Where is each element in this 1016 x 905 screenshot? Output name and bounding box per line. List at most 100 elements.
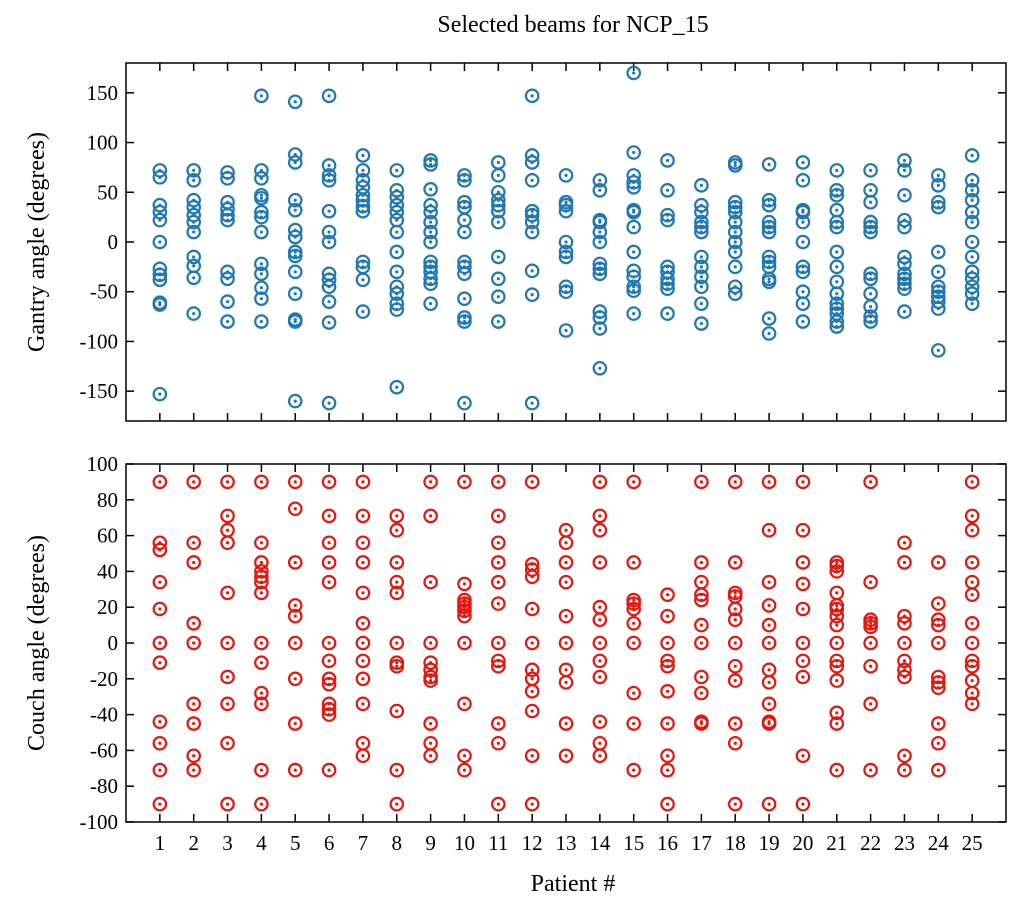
couch-point-dot — [767, 480, 771, 484]
gantry-point-ring — [287, 202, 303, 218]
gantry-data-point — [389, 224, 405, 240]
gantry-point-ring — [761, 197, 777, 213]
couch-data-point — [389, 703, 405, 719]
couch-point-ring — [254, 796, 269, 812]
couch-point-dot — [327, 560, 331, 565]
couch-point-dot — [632, 560, 636, 565]
gantry-point-dot — [530, 401, 534, 405]
gantry-data-point — [186, 173, 201, 188]
gantry-point-dot — [429, 282, 433, 286]
gantry-data-point — [254, 314, 269, 329]
gantry-point-dot — [902, 168, 907, 172]
couch-point-dot — [259, 768, 263, 772]
couch-point-dot — [936, 686, 940, 690]
couch-point-dot — [598, 659, 602, 663]
gantry-point-ring — [524, 395, 540, 411]
couch-point-dot — [733, 802, 737, 806]
couch-point-ring — [491, 555, 506, 570]
couch-point-ring — [727, 735, 743, 751]
gantry-data-point — [321, 203, 337, 219]
couch-point-ring — [389, 574, 405, 590]
couch-point-dot — [192, 541, 196, 545]
couch-data-point — [423, 635, 438, 651]
couch-data-point — [355, 555, 371, 570]
gantry-data-point — [287, 286, 303, 302]
gantry-data-point — [355, 148, 371, 163]
couch-point-dot — [733, 618, 737, 622]
couch-point-ring — [457, 608, 472, 624]
gantry-point-ring — [897, 153, 912, 168]
gantry-data-point — [931, 244, 946, 260]
gantry-point-dot — [598, 230, 602, 234]
gantry-point-ring — [457, 173, 472, 188]
gantry-point-ring — [592, 234, 608, 250]
gantry-point-dot — [530, 160, 534, 165]
gantry-point-ring — [524, 263, 540, 279]
couch-point-dot — [598, 528, 602, 532]
couch-y-tick-label: -60 — [90, 738, 118, 762]
couch-data-point — [287, 501, 303, 517]
couch-data-point — [626, 716, 641, 731]
gantry-point-dot — [293, 319, 297, 324]
couch-point-dot — [767, 721, 771, 726]
gantry-point-ring — [964, 296, 980, 311]
gantry-data-point — [457, 291, 472, 306]
gantry-data-point — [897, 187, 912, 203]
gantry-point-ring — [592, 214, 608, 230]
gantry-data-point — [863, 182, 878, 198]
gantry-point-ring — [152, 212, 168, 228]
couch-point-ring — [727, 716, 743, 731]
couch-data-point — [287, 762, 303, 778]
couch-x-tick-label: 3 — [222, 831, 233, 855]
couch-point-ring — [626, 555, 641, 570]
gantry-point-ring — [727, 286, 743, 302]
couch-point-ring — [931, 762, 946, 778]
couch-data-point — [931, 680, 946, 696]
gantry-data-point — [558, 249, 574, 265]
gantry-point-dot — [835, 208, 839, 212]
couch-data-point — [626, 685, 641, 701]
gantry-point-dot — [598, 366, 602, 370]
gantry-point-dot — [462, 401, 467, 405]
couch-point-dot — [361, 659, 365, 663]
couch-point-ring — [491, 508, 506, 524]
couch-data-point — [761, 796, 777, 812]
couch-point-dot — [496, 741, 500, 745]
gantry-points — [152, 65, 980, 411]
gantry-point-ring — [457, 314, 472, 329]
couch-data-point — [592, 474, 608, 490]
gantry-point-ring — [626, 279, 641, 295]
gantry-data-point — [457, 310, 472, 325]
gantry-point-ring — [897, 304, 912, 319]
gantry-point-ring — [829, 163, 845, 178]
couch-point-dot — [564, 541, 568, 545]
gantry-point-dot — [158, 303, 162, 307]
couch-data-point — [829, 716, 845, 731]
couch-point-dot — [902, 675, 907, 679]
couch-data-point — [287, 474, 303, 490]
couch-point-dot — [429, 675, 433, 679]
couch-point-dot — [259, 580, 263, 584]
couch-point-ring — [524, 601, 540, 617]
couch-data-point — [287, 608, 303, 624]
gantry-point-ring — [152, 386, 168, 402]
couch-point-dot — [225, 541, 230, 545]
gantry-point-dot — [259, 319, 263, 324]
gantry-data-point — [626, 279, 641, 295]
gantry-data-point — [626, 145, 641, 160]
couch-point-ring — [931, 680, 946, 696]
gantry-point-ring — [694, 279, 709, 295]
couch-point-ring — [321, 635, 337, 651]
couch-point-dot — [225, 480, 230, 484]
couch-point-dot — [801, 802, 805, 806]
gantry-point-dot — [902, 225, 907, 229]
gantry-point-dot — [835, 225, 839, 229]
gantry-point-dot — [598, 178, 602, 182]
couch-point-dot — [699, 721, 703, 726]
couch-point-dot — [869, 768, 873, 772]
couch-point-dot — [564, 641, 568, 645]
couch-data-point — [152, 542, 168, 558]
gantry-point-dot — [902, 158, 907, 163]
couch-point-dot — [496, 580, 500, 584]
couch-point-ring — [491, 574, 506, 590]
